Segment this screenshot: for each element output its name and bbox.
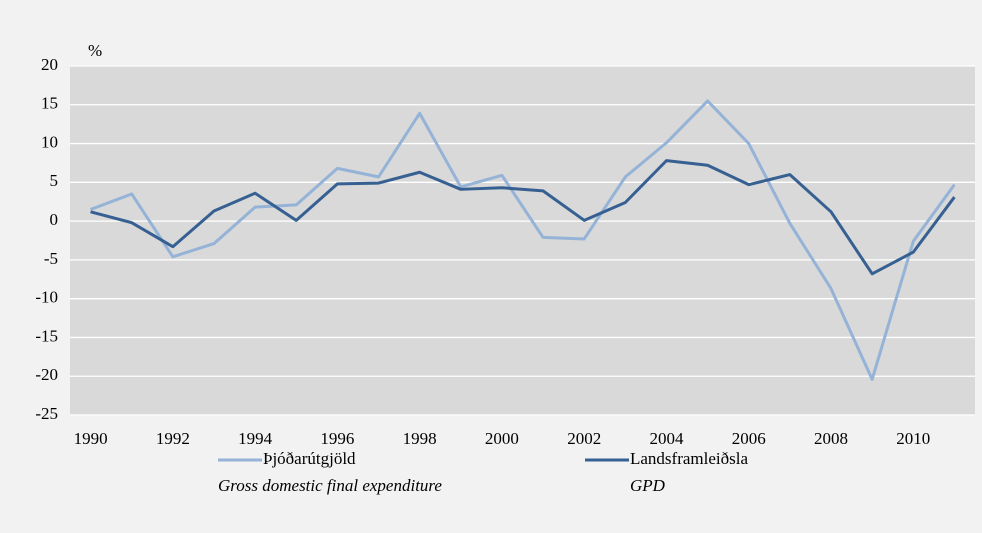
y-tick-label: -15	[35, 326, 58, 345]
y-unit: %	[88, 41, 102, 60]
y-tick-label: -25	[35, 404, 58, 423]
y-tick-label: 15	[41, 94, 58, 113]
x-tick-label: 2002	[567, 429, 601, 448]
x-tick-label: 1998	[403, 429, 437, 448]
y-tick-label: -5	[44, 249, 58, 268]
x-tick-label: 2008	[814, 429, 848, 448]
x-tick-label: 2010	[896, 429, 930, 448]
plot-area	[70, 66, 975, 415]
legend-description: GPD	[630, 476, 666, 495]
x-tick-label: 1992	[156, 429, 190, 448]
legend-label: Landsframleiðsla	[630, 449, 748, 468]
x-tick-label: 1990	[74, 429, 108, 448]
x-tick-label: 1996	[320, 429, 354, 448]
y-tick-label: 5	[50, 171, 59, 190]
series-line	[90, 159, 956, 276]
x-tick-label: 2006	[732, 429, 766, 448]
legend-description: Gross domestic final expenditure	[218, 476, 442, 495]
series-line	[90, 99, 956, 381]
legend-label: Þjóðarútgjöld	[263, 449, 356, 468]
y-tick-label: -20	[35, 365, 58, 384]
y-tick-label: 10	[41, 132, 58, 151]
y-tick-label: 20	[41, 55, 58, 74]
y-tick-label: 0	[50, 210, 59, 229]
x-tick-label: 1994	[238, 429, 273, 448]
x-tick-label: 2000	[485, 429, 519, 448]
x-tick-label: 2004	[649, 429, 684, 448]
y-tick-label: -10	[35, 288, 58, 307]
